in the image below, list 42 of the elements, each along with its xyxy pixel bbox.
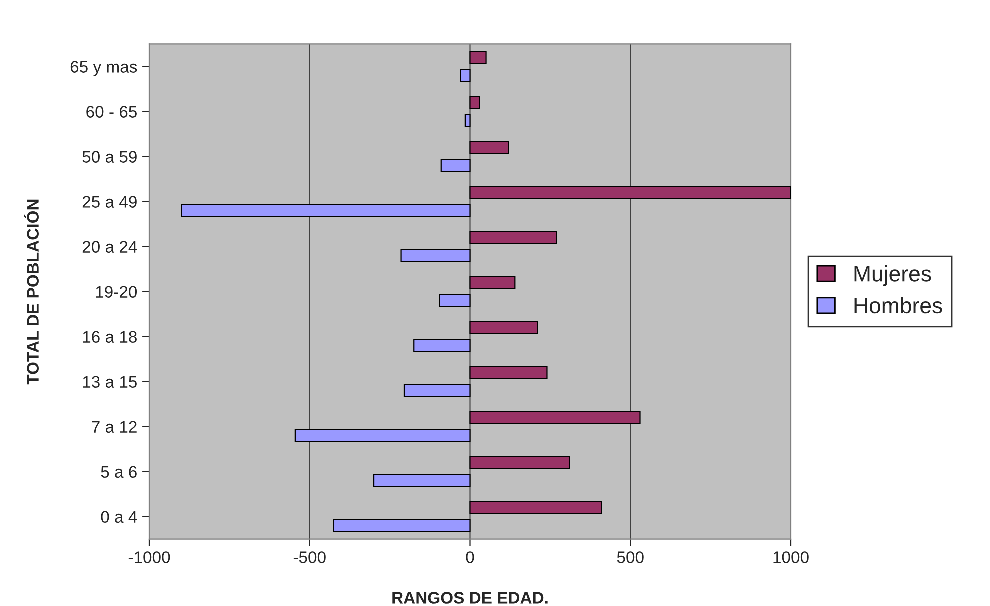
x-axis-title: RANGOS DE EDAD. xyxy=(392,592,548,604)
y-tick-label: 5 a 6 xyxy=(101,466,137,478)
y-tick-label: 16 a 18 xyxy=(83,331,137,343)
bar xyxy=(470,231,558,244)
y-axis-title: TOTAL DE POBLACIÓN xyxy=(24,200,39,385)
bar xyxy=(440,159,471,172)
bar xyxy=(464,114,471,128)
y-tick-label: 20 a 24 xyxy=(82,241,138,253)
bar xyxy=(470,366,548,380)
y-tick-label: 0 a 4 xyxy=(101,511,138,524)
bar xyxy=(373,474,471,488)
bar xyxy=(460,69,471,82)
legend-label: Hombres xyxy=(854,297,942,314)
y-tick-label: 7 a 12 xyxy=(92,421,137,434)
bar xyxy=(470,456,570,470)
legend-label: Mujeres xyxy=(854,266,932,286)
x-tick-label: 0 xyxy=(466,552,474,564)
bar xyxy=(439,294,471,308)
x-tick-label: 500 xyxy=(617,552,644,564)
y-tick-label: 25 a 49 xyxy=(82,196,137,208)
x-tick-label: -500 xyxy=(294,552,326,564)
y-tick-label: 50 a 59 xyxy=(82,151,137,163)
bar xyxy=(470,276,516,290)
bar xyxy=(470,186,792,200)
bar xyxy=(470,411,641,424)
bar xyxy=(470,141,510,154)
bar xyxy=(470,321,538,334)
bar xyxy=(294,429,471,442)
bar xyxy=(404,384,471,398)
bar xyxy=(333,519,471,532)
bar xyxy=(400,249,471,262)
y-tick-label: 65 y mas xyxy=(70,61,138,76)
y-tick-label: 19-20 xyxy=(96,286,138,298)
bar xyxy=(470,51,487,64)
x-tick-label: 1000 xyxy=(774,552,809,564)
y-tick-label: 60 - 65 xyxy=(86,106,137,118)
x-tick-label: -1000 xyxy=(128,552,170,564)
bar xyxy=(181,204,471,218)
bar xyxy=(414,339,471,352)
bar xyxy=(470,501,602,514)
bar xyxy=(470,96,480,110)
y-tick-label: 13 a 15 xyxy=(83,376,137,388)
